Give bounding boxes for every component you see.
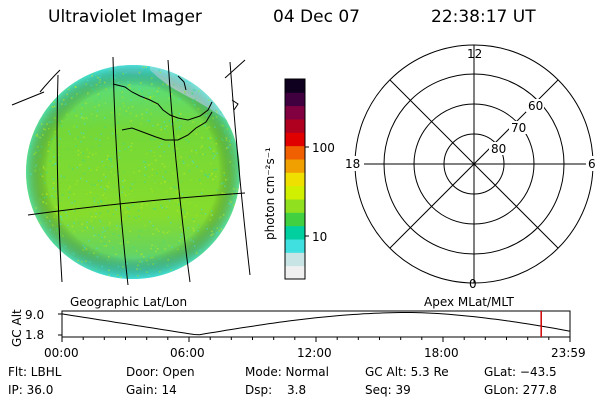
timeline-y-tick-1-8: 1.8 bbox=[25, 328, 45, 342]
colorbar-band bbox=[285, 265, 305, 280]
colorbar-band bbox=[285, 252, 305, 267]
timeline-ylabel: GC Alt bbox=[10, 309, 24, 347]
status-glon: GLon: 277.8 bbox=[484, 383, 557, 397]
status-filter: Flt: LBHL bbox=[8, 365, 62, 379]
status-dsp-value: 3.8 bbox=[287, 383, 307, 397]
colorbar-label-10: 10 bbox=[312, 230, 328, 244]
timeline-left-title: Geographic Lat/Lon bbox=[70, 295, 188, 309]
x-tick-label-1800: 18:00 bbox=[424, 346, 459, 360]
timeline-plot bbox=[58, 310, 571, 342]
status-ip: IP: 36.0 bbox=[8, 383, 54, 397]
x-tick-label-0600: 06:00 bbox=[170, 346, 205, 360]
colorbar-band bbox=[285, 212, 305, 227]
mlt-label-12: 12 bbox=[467, 47, 483, 61]
altitude-curve bbox=[61, 312, 571, 336]
mlt-label-18: 18 bbox=[345, 157, 361, 171]
colorbar-frame bbox=[284, 78, 306, 280]
timeline-y-tick-9: 9.0 bbox=[25, 308, 45, 322]
mlat-label-70: 70 bbox=[511, 121, 527, 135]
colorbar-band bbox=[285, 172, 305, 187]
colorbar-band bbox=[285, 92, 305, 107]
date-label: 04 Dec 07 bbox=[273, 7, 360, 27]
timeline-frame bbox=[61, 310, 571, 338]
mlt-label-6: 6 bbox=[588, 157, 596, 171]
colorbar-unit-label: photon cm⁻²s⁻¹ bbox=[263, 147, 277, 240]
x-tick-label-1200: 12:00 bbox=[297, 346, 332, 360]
status-dsp-label: Dsp: bbox=[245, 383, 273, 397]
polar-plot bbox=[354, 44, 594, 284]
colorbar-band bbox=[285, 159, 305, 173]
status-glat: GLat: −43.5 bbox=[484, 365, 557, 379]
status-mode: Mode: Normal bbox=[245, 365, 329, 379]
uv-image-disk bbox=[11, 56, 251, 286]
x-tick-label-0000: 00:00 bbox=[44, 346, 79, 360]
noise-speckle bbox=[30, 66, 240, 279]
colorbar-band bbox=[285, 185, 305, 200]
status-seq: Seq: 39 bbox=[365, 383, 411, 397]
colorbar-band bbox=[285, 145, 305, 160]
status-door: Door: Open bbox=[126, 365, 195, 379]
colorbar-label-100: 100 bbox=[312, 141, 335, 155]
colorbar-band bbox=[285, 79, 305, 93]
time-label: 22:38:17 UT bbox=[431, 7, 536, 27]
timeline-right-title: Apex MLat/MLT bbox=[424, 295, 514, 309]
colorbar-band bbox=[285, 225, 305, 240]
timeline-x-ticks bbox=[61, 337, 571, 342]
x-tick-label-2359: 23:59 bbox=[551, 346, 586, 360]
mlat-label-80: 80 bbox=[491, 142, 507, 156]
colorbar-band bbox=[285, 199, 305, 213]
colorbar-band bbox=[285, 119, 305, 133]
status-gain: Gain: 14 bbox=[126, 383, 177, 397]
colorbar-band bbox=[285, 132, 305, 147]
status-gc-alt: GC Alt: 5.3 Re bbox=[365, 365, 449, 379]
instrument-title: Ultraviolet Imager bbox=[48, 7, 202, 27]
colorbar-band bbox=[285, 105, 305, 120]
mlt-label-0: 0 bbox=[469, 277, 477, 291]
colorbar-band bbox=[285, 239, 305, 253]
mlat-label-60: 60 bbox=[528, 99, 544, 113]
colorbar bbox=[285, 79, 305, 280]
